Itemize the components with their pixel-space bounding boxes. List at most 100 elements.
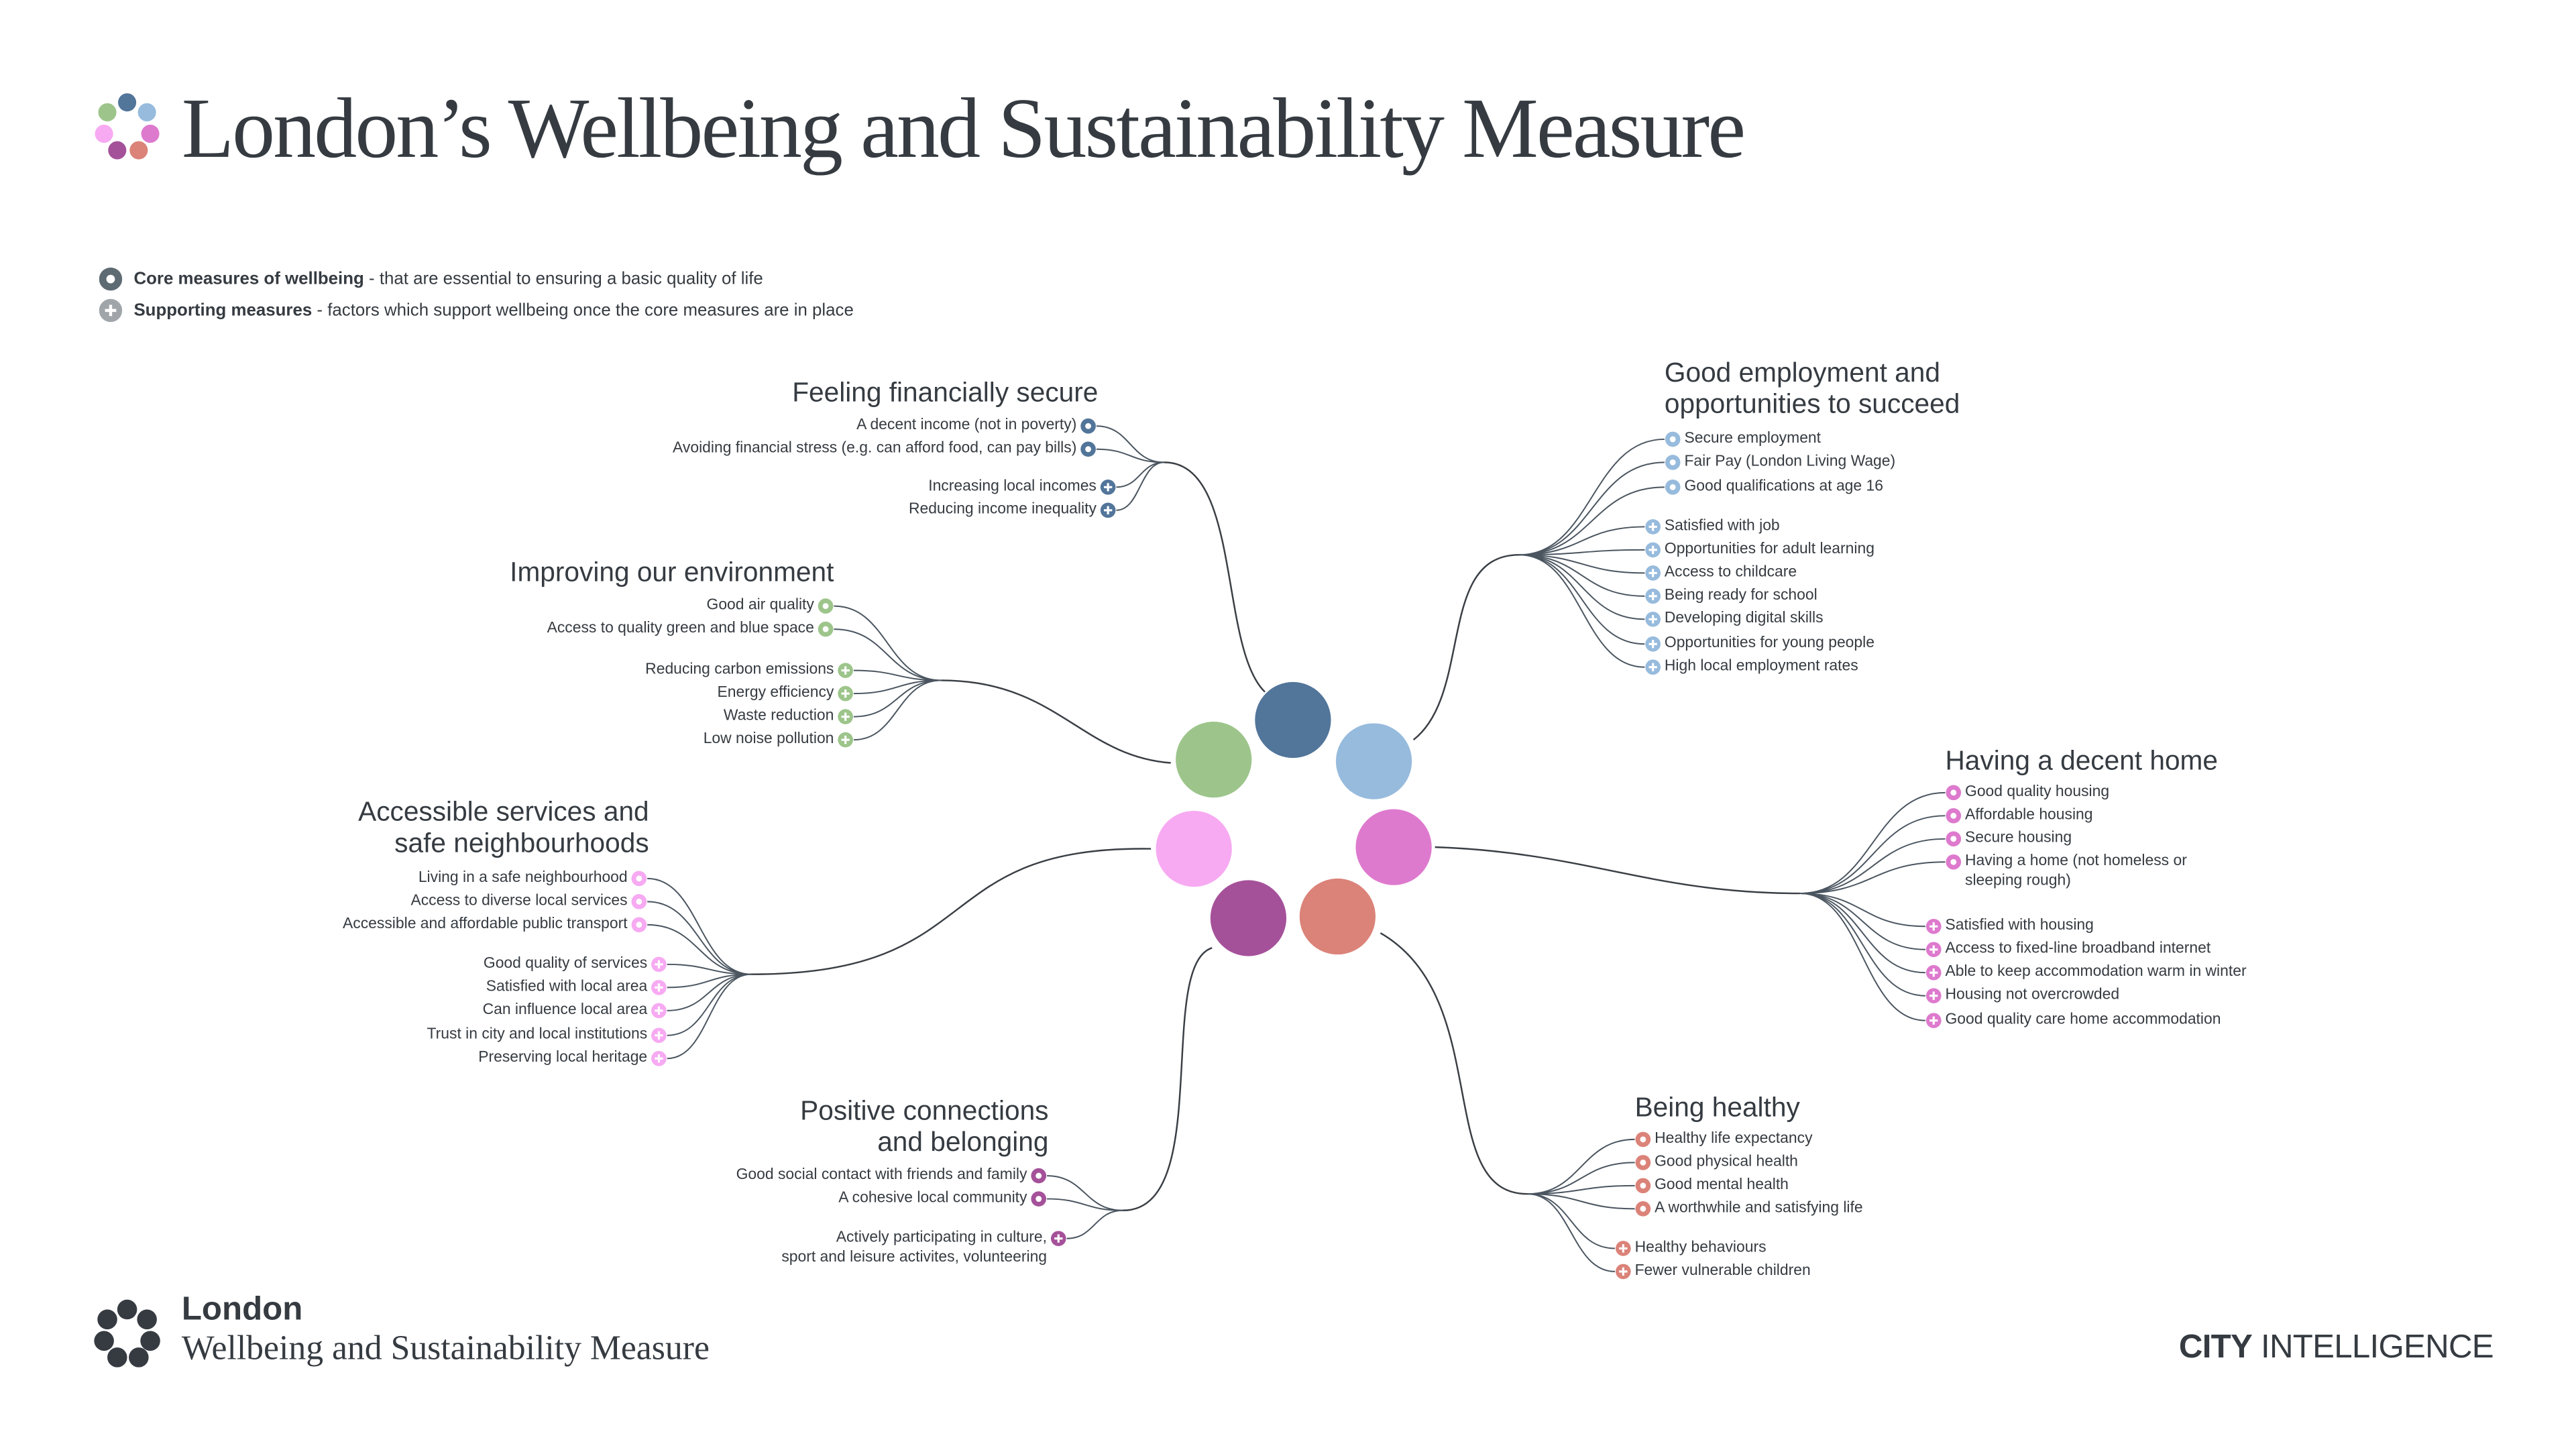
trunk-connector [941,679,1171,764]
core-measure: Living in a safe neighbourhood [418,869,628,885]
branch-connector [667,973,752,1011]
domain-circle-positive-connections-and-belonging[interactable] [1210,880,1287,956]
branch-connector [1047,1175,1123,1211]
plus-mark [655,1031,663,1040]
plus-mark [1929,1016,1938,1025]
supporting-measure: Opportunities for adult learning [1664,540,1874,557]
supporting-measure: High local employment rates [1664,657,1858,674]
group-title: Having a decent home [1945,746,2219,777]
group-title: Positive connections and belonging [800,1096,1049,1157]
branch-connector [1799,791,1946,895]
supporting-measure: Reducing carbon emissions [645,660,834,677]
branch-connector [1799,861,1946,895]
plus-mark [1103,483,1113,492]
core-dot [1640,1159,1646,1166]
branch-connector [1047,1198,1123,1211]
core-measure: Having a home (not homeless or sleeping … [1965,852,2187,888]
footer-logo-subtitle: Wellbeing and Sustainability Measure [181,1327,710,1368]
legend-core: Core measures of wellbeing - that are es… [99,267,763,291]
domain-circle-having-a-decent-home[interactable] [1355,809,1432,885]
core-measure: Good social contact with friends and fam… [736,1166,1027,1182]
trunk-connector [751,848,1152,975]
core-measure: Access to diverse local services [410,891,628,909]
core-measure: Access to quality green and blue space [547,619,814,636]
core-dot [1035,1196,1042,1202]
core-circle-icon [99,267,123,291]
branch-connector [1116,461,1164,511]
branch-connector [853,679,942,718]
supporting-measure: Energy efficiency [717,683,834,700]
legend-support-desc: - factors which support wellbeing once t… [312,300,854,321]
domain-circle-feeling-financially-secure[interactable] [1255,681,1331,759]
logo-dot [94,1331,114,1351]
core-measure: Good mental health [1655,1176,1789,1192]
domain-circle-accessible-services-and-safe-neighbourhoods[interactable] [1156,810,1232,887]
core-measure: Secure housing [1965,829,2072,846]
logo-dot [137,103,156,121]
branch-connector [667,973,752,989]
supporting-measure: Being ready for school [1664,586,1817,603]
supporting-measure: Opportunities for young people [1664,634,1874,651]
branch-connector [1527,1193,1616,1249]
logo-dot [95,124,113,143]
core-measure: Good qualifications at age 16 [1684,477,1883,494]
branch-connector [1096,448,1164,463]
supporting-measure: Good quality of services [483,954,648,971]
plus-mark [1648,663,1657,671]
legend-core-label: Core measures of wellbeing [133,269,364,289]
city-intelligence-brand: CITY INTELLIGENCE [2179,1329,2494,1368]
plus-mark [1619,1244,1628,1253]
branch-connector [853,669,942,681]
branch-connector [667,963,752,975]
logo-dot [107,1347,127,1368]
trunk-connector [1164,461,1266,693]
branch-connector [1519,554,1645,668]
branch-connector [1799,815,1946,895]
plus-mark [841,666,850,675]
branch-connector [647,924,752,975]
plus-mark [1929,968,1938,977]
logo-dot [129,1347,149,1368]
core-measure: Good quality housing [1965,783,2110,799]
plus-mark [1103,506,1113,514]
branch-connector [1519,486,1665,556]
brand-bold: CITY [2178,1329,2253,1366]
supporting-measure: Increasing local incomes [928,477,1097,494]
core-dot [1085,446,1092,453]
core-dot [636,898,642,905]
supporting-measure: Housing not overcrowded [1945,985,2120,1003]
core-dot [1950,836,1957,842]
logo-dot [97,1309,117,1330]
core-dot [1669,459,1676,465]
branch-connector [1799,893,1925,1021]
core-dot [1669,484,1676,490]
branch-connector [1066,1209,1123,1239]
core-measure: Accessible and affordable public transpo… [343,915,628,932]
supporting-measure: Actively participating in culture, sport… [781,1228,1048,1264]
logo-dot [108,141,127,160]
branch-connector [1096,425,1164,463]
domain-circle-improving-our-environment[interactable] [1176,721,1252,798]
group-title: Accessible services and safe neighbourho… [358,797,649,858]
core-measure: A worthwhile and satisfying life [1655,1198,1863,1216]
branch-connector [1519,554,1645,597]
plus-mark [841,735,850,744]
core-measure: Affordable housing [1965,805,2093,823]
group-title: Good employment and opportunities to suc… [1664,358,1960,419]
core-dot [1085,423,1092,429]
group-title: Feeling financially secure [792,378,1099,408]
branch-connector [1527,1138,1635,1195]
plus-mark [841,712,850,721]
plus-mark [1648,522,1657,531]
domain-circle-good-employment-and-opportunities-to-succeed[interactable] [1335,723,1412,799]
domain-circle-being-healthy[interactable] [1299,878,1376,955]
plus-mark [1054,1234,1063,1243]
branch-connector [853,679,942,741]
logo-dot [140,1331,160,1351]
core-dot [1640,1182,1646,1189]
supporting-measure: Fewer vulnerable children [1634,1262,1811,1278]
page-title: London’s Wellbeing and Sustainability Me… [181,82,1746,177]
core-measure: Healthy life expectancy [1655,1129,1813,1146]
supporting-measure: Low noise pollution [703,730,834,746]
